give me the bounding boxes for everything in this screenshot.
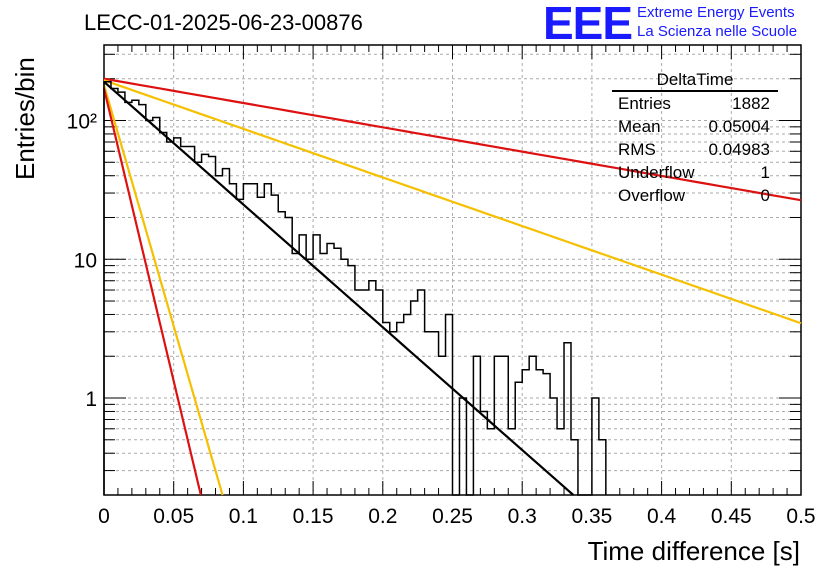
stats-value: 0 xyxy=(760,186,770,205)
fit-curve xyxy=(103,79,802,325)
stats-title: DeltaTime xyxy=(612,70,778,92)
stats-value: 0.04983 xyxy=(708,140,770,159)
stats-row-rms: RMS 0.04983 xyxy=(612,138,778,161)
tick-labels: 0 0.05 0.1 0.15 0.2 0.25 0.3 0.35 0.4 0.45 0.51101… xyxy=(67,110,816,528)
x-tick-label: 0.5 xyxy=(786,505,815,528)
stats-row-overflow: Overflow 0 xyxy=(612,184,778,207)
y-axis-label: Entries/bin xyxy=(10,57,40,180)
eee-logo: EEE xyxy=(543,0,633,49)
x-tick-label: 0.15 xyxy=(293,505,334,528)
x-axis-label: Time difference [s] xyxy=(587,536,800,566)
fit-curve xyxy=(103,80,575,496)
x-tick-label: 0.05 xyxy=(153,505,194,528)
axis-ticks xyxy=(103,45,802,496)
brand-text: Extreme Energy Events La Scienza nelle S… xyxy=(637,3,797,41)
fit-curve xyxy=(103,77,802,202)
y-tick-label: 1 xyxy=(85,388,97,411)
stats-row-mean: Mean 0.05004 xyxy=(612,115,778,138)
stats-box: DeltaTime Entries 1882 Mean 0.05004 RMS … xyxy=(612,70,778,207)
x-tick-label: 0 xyxy=(98,505,110,528)
stats-value: 0.05004 xyxy=(708,117,770,136)
stats-label: Underflow xyxy=(618,163,695,182)
stats-row-entries: Entries 1882 xyxy=(612,92,778,115)
fit-curves xyxy=(102,77,802,496)
brand-line-2: La Scienza nelle Scuole xyxy=(637,23,798,40)
stats-label: Mean xyxy=(618,117,661,136)
stats-value: 1882 xyxy=(732,94,770,113)
x-tick-label: 0.2 xyxy=(368,505,397,528)
x-tick-label: 0.1 xyxy=(229,505,258,528)
x-tick-label: 0.45 xyxy=(711,505,752,528)
histogram-series xyxy=(103,81,607,496)
y-tick-label: 10 xyxy=(74,249,97,272)
stats-row-underflow: Underflow 1 xyxy=(612,161,778,184)
x-tick-label: 0.25 xyxy=(432,505,473,528)
fit-curve xyxy=(102,88,202,496)
x-tick-label: 0.4 xyxy=(647,505,677,528)
brand-line-1: Extreme Energy Events xyxy=(637,4,795,21)
y-tick-label: 10² xyxy=(67,110,97,133)
run-title: LECC-01-2025-06-23-00876 xyxy=(84,10,363,35)
stats-label: RMS xyxy=(618,140,656,159)
x-tick-label: 0.35 xyxy=(571,505,612,528)
fit-curve xyxy=(102,84,224,496)
x-tick-label: 0.3 xyxy=(508,505,537,528)
stats-label: Entries xyxy=(618,94,671,113)
stats-label: Overflow xyxy=(618,186,686,205)
stats-value: 1 xyxy=(760,163,770,182)
